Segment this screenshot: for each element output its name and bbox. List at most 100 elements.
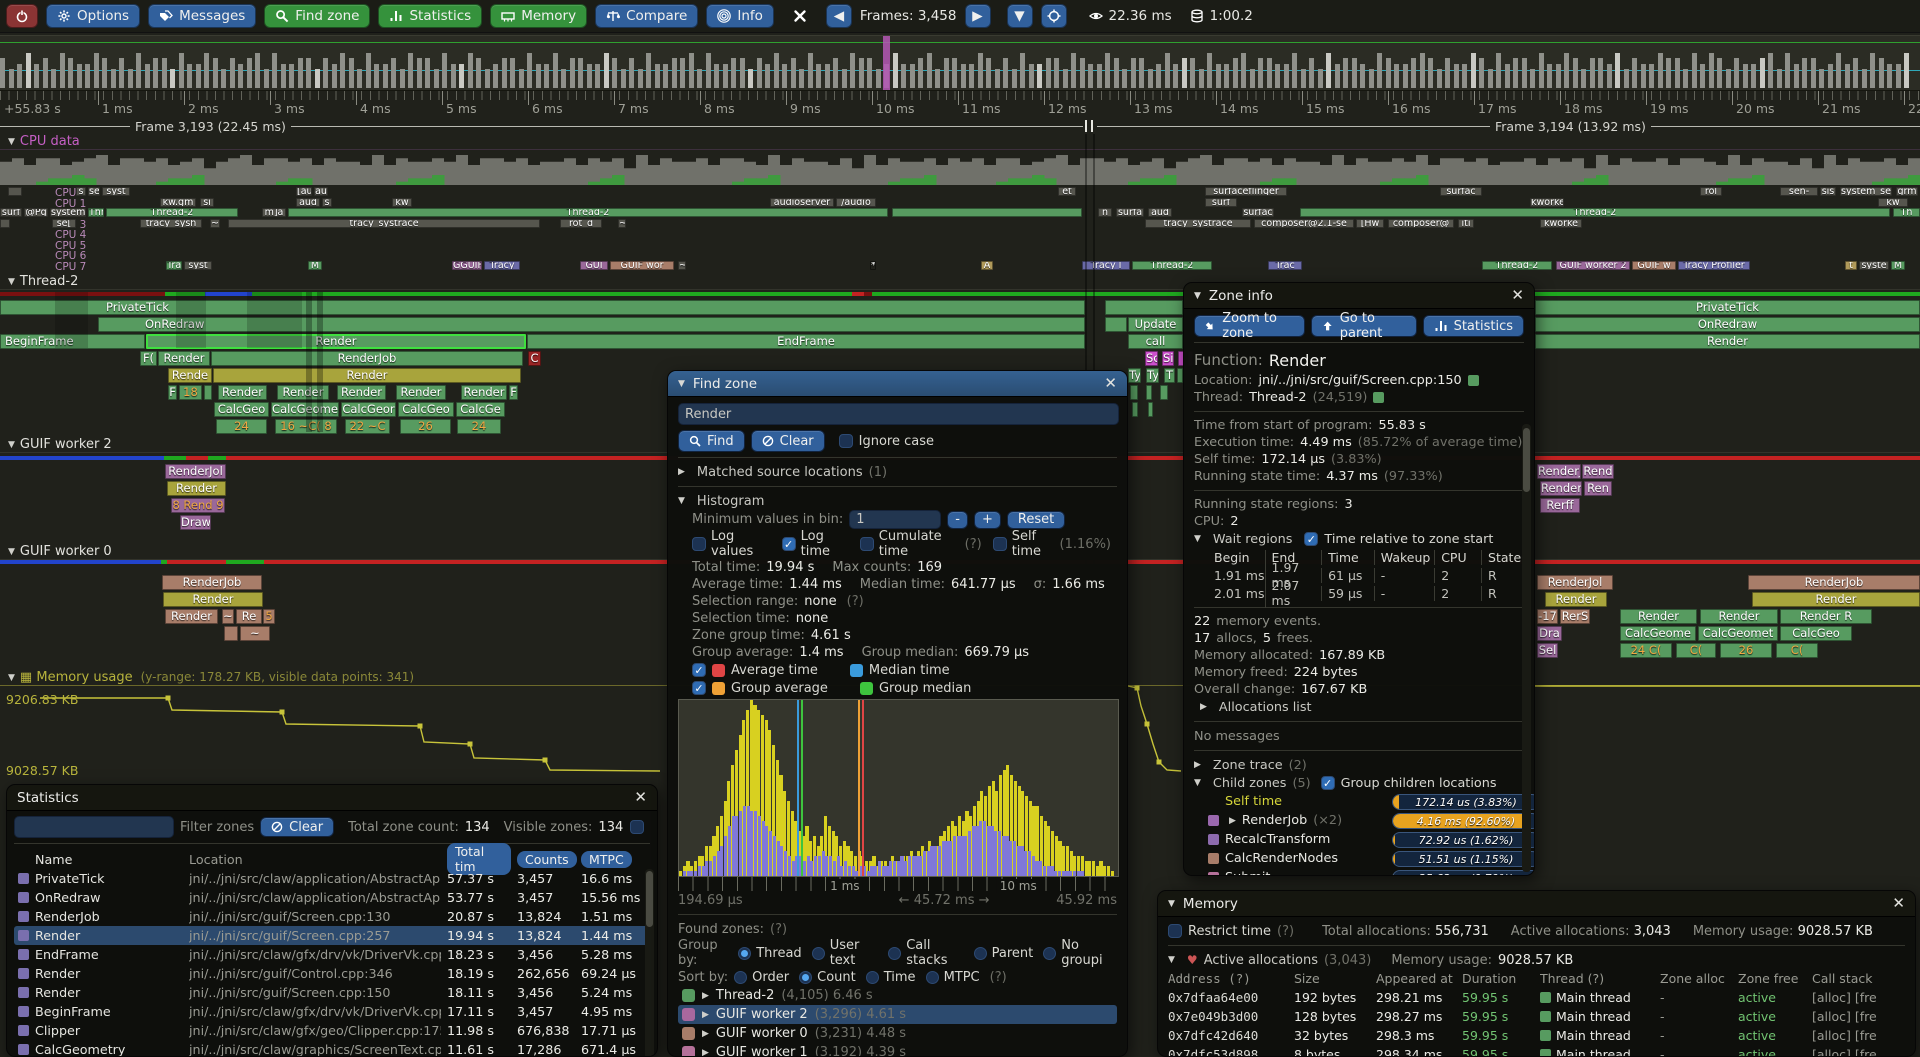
frame-bar[interactable]	[1198, 68, 1204, 88]
timeline-zone[interactable]: Ren	[1584, 481, 1612, 496]
timeline-zone[interactable]: RenderJol	[1537, 575, 1613, 590]
cpu-zone[interactable]: GUIF worker 2	[1556, 261, 1630, 270]
frame-bar[interactable]	[748, 68, 753, 88]
frame-bar[interactable]	[1428, 58, 1433, 88]
frame-bar[interactable]	[1079, 58, 1085, 88]
frame-bar[interactable]	[1071, 53, 1076, 88]
timeline-zone[interactable]	[1105, 300, 1183, 315]
timeline-zone[interactable]: CalcGe	[456, 402, 505, 417]
timeline-zone[interactable]	[1105, 317, 1127, 332]
frame-bar[interactable]	[612, 58, 617, 88]
frame-bar[interactable]	[1394, 63, 1399, 88]
cpu-zone[interactable]: Thread-2	[1482, 261, 1552, 270]
frame-bar[interactable]	[340, 53, 345, 88]
frame-bar[interactable]	[1402, 63, 1408, 88]
frame-bar[interactable]	[59, 53, 65, 88]
frame-bar[interactable]	[1292, 53, 1297, 88]
frame-bar[interactable]	[1581, 68, 1586, 88]
child-zone-row[interactable]: Submit35.63 us (0.79%)	[1208, 868, 1534, 875]
cpu-zone[interactable]: rol	[1700, 187, 1722, 196]
frame-bar[interactable]	[374, 63, 379, 88]
statistics-row[interactable]: BeginFrame jni/../jni/src/claw/gfx/drv/vk…	[14, 1002, 650, 1021]
option-self-time[interactable]: Self time (1.16%)	[992, 529, 1111, 559]
cpu-zone[interactable]: et	[1058, 187, 1076, 196]
frame-bar[interactable]	[1819, 68, 1824, 88]
frame-bar[interactable]	[1717, 58, 1722, 88]
timeline-zone[interactable]: F	[509, 385, 518, 400]
ignore-case-checkbox[interactable]	[838, 434, 853, 448]
frame-bar[interactable]	[1810, 58, 1816, 88]
statistics-row[interactable]: RenderJob jni/../jni/src/guif/Screen.cpp:…	[14, 907, 650, 926]
timeline-zone[interactable]	[1130, 385, 1138, 400]
frame-bar[interactable]	[1309, 58, 1314, 88]
frame-bar[interactable]	[943, 58, 949, 88]
close-icon[interactable]: ✕	[1892, 894, 1905, 912]
frame-bar[interactable]	[1700, 63, 1705, 88]
frame-bar[interactable]	[1045, 58, 1051, 88]
frame-bar[interactable]	[977, 53, 983, 88]
cpu-zone[interactable]: au	[314, 187, 328, 196]
frame-bar[interactable]	[1351, 58, 1357, 88]
child-zone-row[interactable]: CalcRenderNodes 51.51 us (1.15%)	[1208, 849, 1534, 868]
frame-bar[interactable]	[918, 58, 923, 88]
timeline-zone[interactable]: Dra	[1537, 626, 1562, 641]
statistics-row[interactable]: Render jni/../jni/src/guif/Screen.cpp:150…	[14, 983, 650, 1002]
frame-bar[interactable]	[433, 68, 439, 88]
timeline-zone[interactable]: OnRedraw	[1535, 317, 1920, 332]
filter-zones-input[interactable]	[14, 816, 174, 838]
frame-bar[interactable]	[1300, 68, 1306, 88]
frame-bar[interactable]	[1062, 68, 1068, 88]
next-frame-button[interactable]: ▶	[964, 4, 991, 28]
found-group-row[interactable]: ▶ GUIF worker 2 (3,296) 4.61 s	[678, 1005, 1117, 1024]
cpu-zone[interactable]: Thread-2	[106, 208, 238, 217]
cpu-zone[interactable]: M	[1891, 261, 1905, 270]
group-by-no-groupi[interactable]: No groupi	[1043, 938, 1113, 968]
frame-bar[interactable]	[1555, 63, 1561, 88]
wait-regions-expander[interactable]: ▼ Wait regions ✓ Time relative to zone st…	[1194, 531, 1494, 547]
timeline-zone[interactable]: call	[1128, 334, 1183, 349]
sort-by-mtpc[interactable]: MTPC	[925, 968, 980, 986]
sort-by-order[interactable]: Order	[734, 968, 789, 986]
timeline-zone[interactable]: EndFrame	[527, 334, 1085, 349]
col-name[interactable]: Name	[35, 851, 73, 867]
frame-bar[interactable]	[527, 53, 532, 88]
frame-bar[interactable]	[0, 58, 5, 88]
frame-bar[interactable]	[1326, 53, 1331, 88]
thread-header-thread-2[interactable]: ▼ Thread-2	[0, 274, 1920, 290]
compare-button[interactable]: Compare	[595, 4, 699, 28]
frame-bar[interactable]	[1674, 58, 1680, 88]
frame-bar[interactable]	[331, 63, 337, 88]
tools-button[interactable]	[782, 4, 818, 28]
frame-bar[interactable]	[408, 53, 413, 88]
cpu-zone[interactable]: tracy_sysh	[140, 219, 202, 228]
timeline-zone[interactable]: Render	[213, 368, 521, 383]
memory-allocation-row[interactable]: 0x7dfaa64e00 192 bytes 298.21 ms 59.95 s Mai…	[1168, 990, 1877, 1005]
frame-bar[interactable]	[765, 63, 770, 88]
cpu-zone[interactable]: kw.gm	[160, 198, 196, 207]
col-location[interactable]: Location	[189, 851, 243, 867]
timeline-zone[interactable]	[204, 385, 212, 400]
frame-bar[interactable]	[578, 58, 583, 88]
cpu-zone[interactable]: *	[870, 261, 876, 270]
frame-bar[interactable]	[501, 58, 507, 88]
frame-bar[interactable]	[756, 58, 762, 88]
frame-bar[interactable]	[1334, 63, 1340, 88]
statistics-button[interactable]: Statistics	[1422, 315, 1524, 337]
selected-frame-highlight[interactable]	[883, 36, 890, 90]
timeline-zone[interactable]: -17	[1537, 609, 1558, 624]
frame-bar[interactable]	[450, 63, 456, 88]
frame-bar[interactable]	[136, 53, 141, 88]
sort-by-time[interactable]: Time	[865, 968, 916, 986]
child-zone-row[interactable]: RecalcTransform 72.92 us (1.62%)	[1208, 830, 1534, 849]
prev-frame-button[interactable]: ◀	[825, 4, 852, 28]
frame-bar[interactable]	[518, 68, 524, 88]
frame-bar[interactable]	[467, 53, 473, 88]
timeline-zone[interactable]: Draw	[180, 515, 211, 530]
frame-bar[interactable]	[1802, 58, 1807, 88]
timeline-zone[interactable]: 8 Rend 9	[171, 498, 225, 513]
timeline-zone[interactable]: Ty	[1146, 368, 1159, 383]
frame-bar[interactable]	[1870, 53, 1875, 88]
cpu-zone[interactable]: audioserver	[770, 198, 834, 207]
timeline-zone[interactable]: C(	[1676, 643, 1716, 658]
frame-bar[interactable]	[306, 58, 311, 88]
